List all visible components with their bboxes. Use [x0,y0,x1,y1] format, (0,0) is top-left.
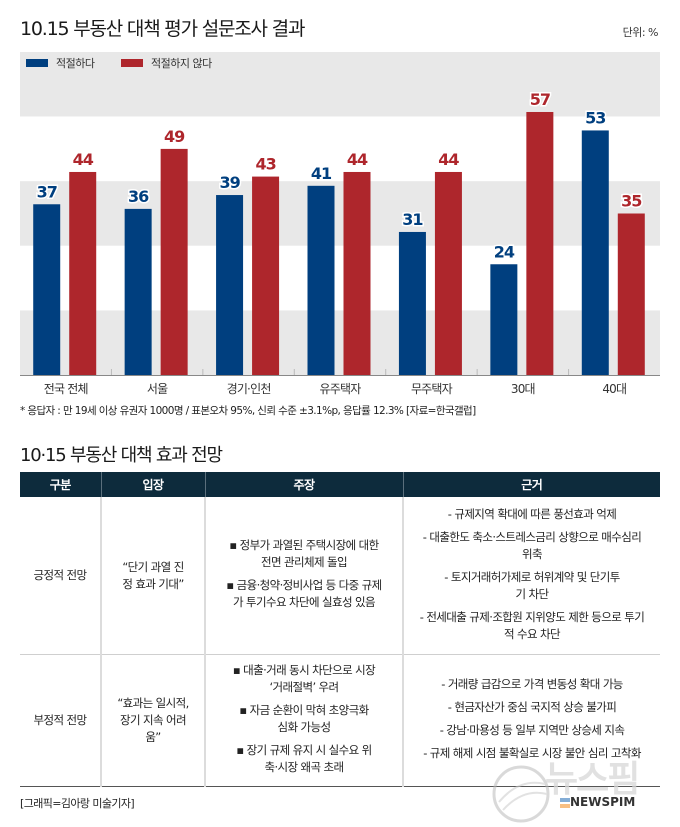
x-tick-label: 서울 [147,382,168,396]
data-label: 44 [438,150,459,169]
claim-item: ▪ 대출·거래 동시 차단으로 시장 ‘거래절벽’ 우려 [232,663,376,694]
bars: 37 44 36 49 39 43 41 44 31 44 24 57 53 35 [33,88,645,375]
claim-item: ▪ 금융·청약·정비사업 등 다중 규제가 투기수요 차단에 실효성 있음 [226,578,382,609]
x-tick-label: 30대 [511,382,535,396]
ground-item: - 거래량 급감으로 가격 변동성 확대 가능 [441,677,623,691]
data-label: 39 [219,173,240,192]
bar-appropriate [490,264,518,375]
bar-inappropriate [160,148,188,375]
bar-appropriate [307,185,335,375]
x-tick-label: 전국 전체 [44,382,88,396]
bar-chart: 적절하다 적절하지 않다 37 44 36 49 39 43 41 44 31 44 24 57 53 35… [20,52,660,396]
grounds-cell: - 거래량 급감으로 가격 변동성 확대 가능 - 현금자산가 중심 국지적 상… [402,654,660,787]
data-label: 44 [73,150,94,169]
grid-band [20,52,660,117]
x-axis: 전국 전체 서울 경기·인천 유주택자 무주택자 30대 40대 [20,369,660,396]
newspim-watermark-logo [492,765,570,823]
claims-cell: ▪ 정부가 과열된 주택시장에 대한 전면 관리체제 돌입 ▪ 금융·청약·정비… [204,497,403,655]
watermark-globe-icon [492,765,550,823]
claims-cell: ▪ 대출·거래 동시 차단으로 시장 ‘거래절벽’ 우려 ▪ 자금 순환이 막혀… [204,654,403,787]
data-label: 24 [494,242,515,261]
data-label: 49 [164,127,185,146]
claim-item: ▪ 장기 규제 유지 시 실수요 위축·시장 왜곡 초래 [236,743,372,774]
stance-cell: “효과는 일시적, 장기 지속 어려움” [100,654,205,787]
ground-item: - 규제지역 확대에 따른 풍선효과 억제 [447,506,617,521]
legend-label: 적절하다 [56,56,95,70]
bar-inappropriate [343,171,371,375]
ground-item: - 규제 해제 시점 불확실로 시장 불안 심리 고착화 [423,746,641,760]
bar-inappropriate [69,171,97,375]
survey-footnote: * 응답자 : 만 19세 이상 유권자 1000명 / 표본오차 95%, 신… [20,405,476,417]
grid-band [20,245,660,311]
legend-swatch [121,59,143,67]
x-tick-label: 경기·인천 [227,381,271,396]
unit-label: 단위: % [622,26,659,39]
x-tick-label: 40대 [602,382,626,396]
legend-swatch [26,59,48,67]
stance-text: “단기 과열 진정 효과 기대” [122,559,184,591]
stance-cell: “단기 과열 진정 효과 기대” [100,497,205,655]
ground-item: - 현금자산가 중심 국지적 상승 불가피 [447,700,617,714]
claim-item: ▪ 자금 순환이 막혀 초양극화 심화 가능성 [239,703,369,734]
header-stance: 입장 [100,472,205,497]
grid-band [20,310,660,375]
legend-label: 적절하지 않다 [151,56,212,70]
background-bands [20,52,660,375]
chart-title: 10.15 부동산 대책 평가 설문조사 결과 [20,18,305,40]
bar-appropriate [216,195,244,375]
legend: 적절하다 적절하지 않다 [26,56,213,70]
data-label: 57 [530,90,550,109]
data-label: 31 [402,210,423,229]
graphic-credit: [그래픽=김아랑 미술기자] [20,797,135,810]
data-label: 44 [347,150,368,169]
header-claim: 주장 [204,472,403,497]
ground-item: - 강남·마용성 등 일부 지역만 상승세 지속 [439,723,625,737]
bar-appropriate [581,130,609,375]
bar-inappropriate [526,111,554,375]
x-tick-label: 무주택자 [411,382,453,396]
table-row-negative: 부정적 전망 “효과는 일시적, 장기 지속 어려움” ▪ 대출·거래 동시 차… [20,654,660,787]
data-label: 35 [621,192,642,211]
table-row-positive: 긍정적 전망 “단기 과열 진정 효과 기대” ▪ 정부가 과열된 주택시장에 … [20,497,660,655]
grounds-cell: - 규제지역 확대에 따른 풍선효과 억제 - 대출한도 축소·스트레스금리 상… [402,497,660,655]
bar-appropriate [33,204,61,375]
x-tick-label: 유주택자 [320,382,362,396]
bar-inappropriate [617,213,645,375]
watermark-english: NEWSPIM [570,795,636,809]
claim-item: ▪ 정부가 과열된 주택시장에 대한 전면 관리체제 돌입 [229,538,379,569]
outlook-title: 10·15 부동산 대책 효과 전망 [20,445,223,466]
ground-item: - 토지거래허가제로 허위계약 및 단기투기 차단 [444,569,620,601]
watermark-korean: 뉴스핌 [545,759,640,800]
grid-band [20,116,660,182]
category-cell: 부정적 전망 [20,654,101,787]
header-category: 구분 [20,472,101,497]
table-header-row: 구분 입장 주장 근거 [20,472,660,497]
bar-inappropriate [434,171,462,375]
bar-appropriate [398,231,426,375]
data-label: 43 [255,155,275,174]
grid-band [20,181,660,246]
data-label: 37 [37,182,57,201]
bar-appropriate [124,208,152,375]
header-grounds: 근거 [402,472,660,497]
stance-text: “효과는 일시적, 장기 지속 어려움” [117,696,189,744]
outlook-table: 구분 입장 주장 근거 긍정적 전망 “단기 과열 진정 효과 기대” ▪ 정부… [20,472,660,787]
data-label: 41 [311,164,332,183]
category-cell: 긍정적 전망 [20,497,101,655]
data-label: 36 [128,187,149,206]
ground-item: - 대출한도 축소·스트레스금리 상향으로 매수심리 위축 [422,529,642,561]
ground-item: - 전세대출 규제·조합원 지위양도 제한 등으로 투기적 수요 차단 [419,609,645,641]
bar-inappropriate [252,176,280,375]
data-label: 53 [585,108,605,127]
